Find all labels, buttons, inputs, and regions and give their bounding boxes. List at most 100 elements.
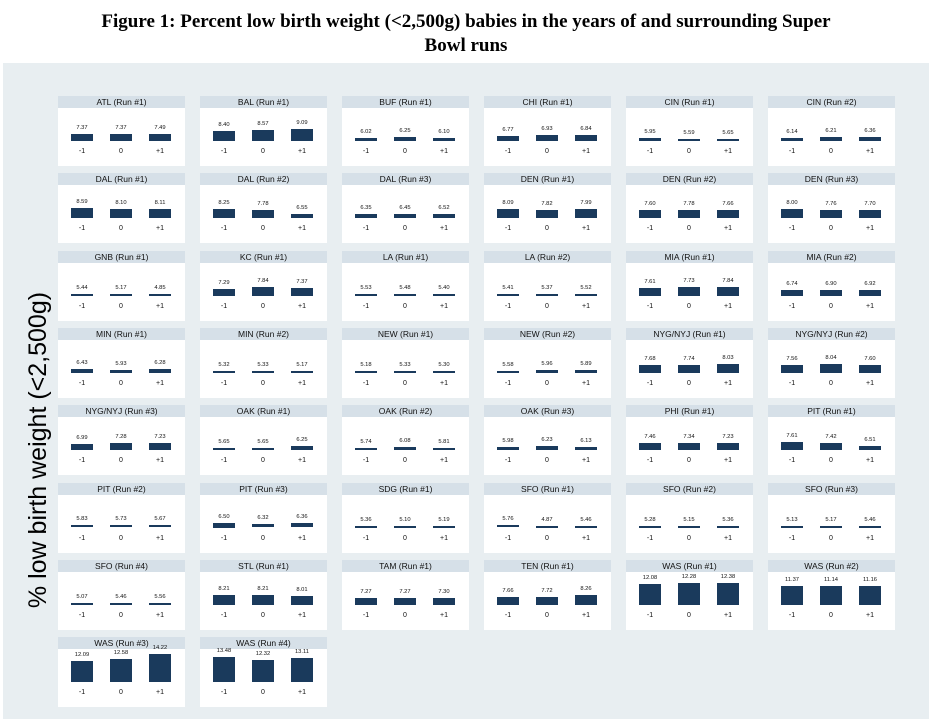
bar-value-label: 8.11 — [154, 199, 166, 206]
x-tick-label: +1 — [724, 302, 732, 310]
bar-value-label: 6.35 — [360, 205, 372, 212]
panel-strip-label: PIT (Run #3) — [200, 482, 327, 495]
panel: ATL (Run #1) 7.37 -1 7.37 0 7.49 +1 — [58, 96, 185, 166]
bar — [394, 293, 416, 296]
bar-value-label: 8.25 — [218, 199, 230, 206]
bar-value-label: 5.56 — [154, 593, 166, 600]
bar — [717, 287, 739, 296]
bar — [291, 128, 313, 141]
bar-value-label: 5.48 — [399, 284, 411, 291]
x-tick-label: 0 — [829, 379, 833, 387]
x-tick-label: -1 — [788, 225, 796, 233]
x-tick-label: -1 — [646, 225, 654, 233]
bar-value-label: 5.33 — [257, 361, 269, 368]
bar-value-label: 6.90 — [825, 280, 837, 287]
bar-value-label: 6.45 — [399, 204, 411, 211]
bar — [781, 365, 803, 373]
bar-value-label: 5.30 — [438, 361, 450, 368]
panel-strip-label: SFO (Run #1) — [484, 482, 611, 495]
bar — [497, 135, 519, 141]
bar-value-label: 7.84 — [722, 278, 734, 285]
bar — [678, 525, 700, 528]
bar — [536, 209, 558, 219]
panel: NYG/NYJ (Run #3) 6.99 -1 7.28 0 7.23 +1 — [58, 405, 185, 476]
x-tick-label: +1 — [440, 302, 448, 310]
bar-value-label: 6.52 — [438, 204, 450, 211]
bar-value-label: 5.32 — [218, 361, 230, 368]
x-tick-label: +1 — [298, 379, 306, 387]
x-tick-label: 0 — [403, 379, 407, 387]
panel: MIN (Run #2) 5.32 -1 5.33 0 5.17 +1 — [200, 327, 327, 398]
bar — [433, 525, 455, 528]
panel-strip-label: CIN (Run #2) — [768, 96, 895, 108]
bar — [536, 293, 558, 296]
panel: OAK (Run #1) 5.65 -1 5.65 0 6.25 +1 — [200, 405, 327, 476]
bar-value-label: 5.67 — [154, 516, 166, 523]
bar — [149, 654, 171, 683]
x-tick-label: 0 — [119, 148, 123, 155]
bar — [717, 582, 739, 605]
panel: WAS (Run #1) 12.08 -1 12.28 0 12.38 +1 — [626, 559, 753, 630]
x-tick-label: +1 — [866, 611, 874, 619]
bar — [717, 443, 739, 451]
bar — [781, 525, 803, 528]
bar-value-label: 8.10 — [115, 199, 127, 206]
bar — [536, 596, 558, 605]
bar — [639, 525, 661, 528]
bar — [252, 370, 274, 373]
bar — [252, 660, 274, 683]
bar — [781, 209, 803, 219]
bar — [536, 525, 558, 528]
x-tick-label: 0 — [403, 302, 407, 310]
x-tick-label: 0 — [687, 534, 691, 542]
x-tick-label: +1 — [156, 302, 164, 310]
bar — [149, 602, 171, 605]
panel-strip-label: WAS (Run #3) — [58, 637, 185, 650]
x-tick-label: 0 — [261, 225, 265, 233]
bar-value-label: 7.84 — [257, 278, 269, 285]
bar-value-label: 12.28 — [681, 573, 697, 580]
x-tick-label: 0 — [687, 225, 691, 233]
panel: PIT (Run #3) 6.50 -1 6.32 0 6.36 +1 — [200, 482, 327, 553]
bar-value-label: 8.00 — [786, 200, 798, 207]
bar — [291, 446, 313, 451]
bar — [575, 293, 597, 296]
bar — [820, 363, 842, 373]
bar-value-label: 5.98 — [502, 438, 514, 445]
bar — [291, 288, 313, 296]
bar — [497, 447, 519, 451]
bar — [213, 656, 235, 683]
panel-strip-label: DEN (Run #1) — [484, 173, 611, 186]
x-tick-label: -1 — [78, 302, 86, 310]
panel: BUF (Run #1) 6.02 -1 6.25 0 6.10 +1 — [342, 96, 469, 166]
panel-strip-label: KC (Run #1) — [200, 250, 327, 263]
x-tick-label: +1 — [724, 225, 732, 233]
bar — [859, 445, 881, 451]
panel-strip-label: SFO (Run #2) — [626, 482, 753, 495]
bar — [678, 209, 700, 219]
bar — [781, 585, 803, 605]
bar-value-label: 8.21 — [218, 586, 230, 593]
bar-value-label: 6.92 — [864, 280, 876, 287]
bar-value-label: 5.96 — [541, 361, 553, 367]
bar — [149, 293, 171, 296]
x-tick-label: -1 — [220, 302, 228, 310]
bar — [355, 137, 377, 141]
panel-strip-label: TEN (Run #1) — [484, 559, 611, 572]
bar-value-label: 6.99 — [76, 435, 88, 442]
x-tick-label: -1 — [78, 379, 86, 387]
bar-value-label: 5.65 — [722, 130, 734, 136]
panel: DEN (Run #1) 8.09 -1 7.82 0 7.99 +1 — [484, 173, 611, 244]
panel: SFO (Run #1) 5.76 -1 4.87 0 5.46 +1 — [484, 482, 611, 553]
panel: LA (Run #1) 5.53 -1 5.48 0 5.40 +1 — [342, 250, 469, 321]
bar — [820, 442, 842, 451]
bar-value-label: 5.59 — [683, 130, 695, 136]
bar-value-label: 12.58 — [113, 650, 129, 657]
bar — [536, 446, 558, 451]
panel: NYG/NYJ (Run #2) 7.56 -1 8.04 0 7.60 +1 — [768, 327, 895, 398]
panel-strip-label: MIA (Run #1) — [626, 250, 753, 263]
bar — [110, 525, 132, 528]
bar-value-label: 11.16 — [862, 577, 878, 584]
bar-value-label: 5.17 — [115, 284, 127, 291]
bar-value-label: 7.37 — [115, 124, 127, 131]
